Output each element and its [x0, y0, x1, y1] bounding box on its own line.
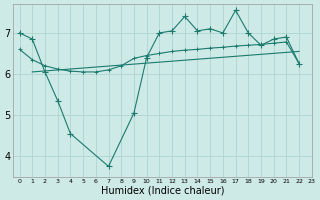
X-axis label: Humidex (Indice chaleur): Humidex (Indice chaleur): [101, 186, 224, 196]
